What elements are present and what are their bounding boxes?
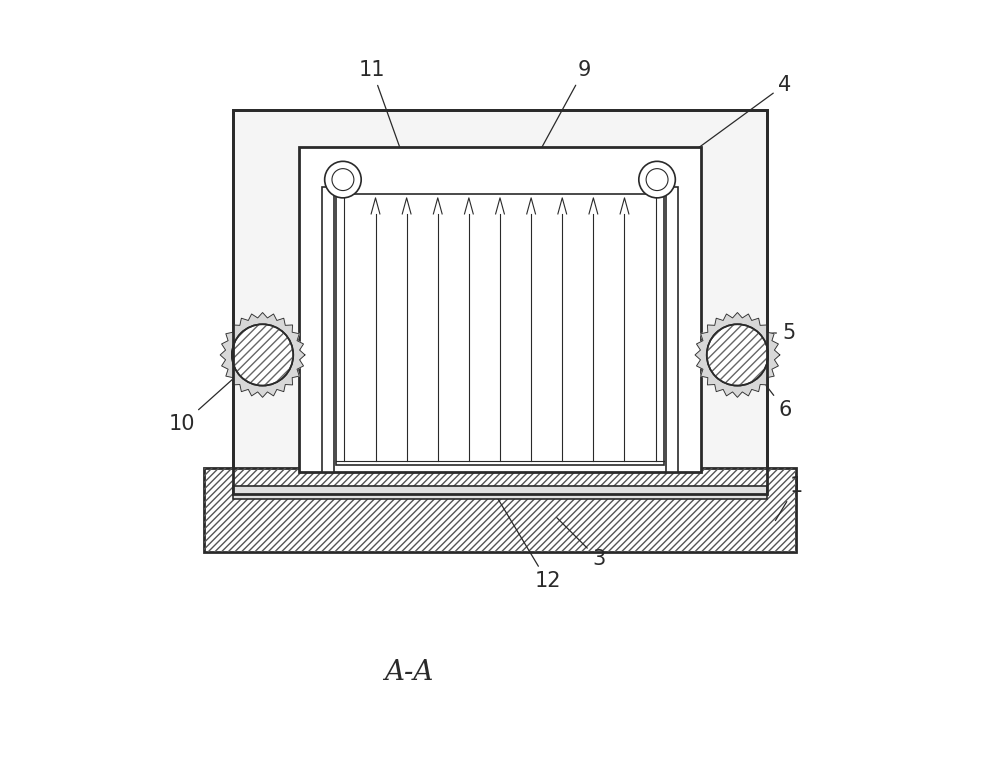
Text: 6: 6 (761, 379, 792, 420)
Text: A-A: A-A (384, 659, 433, 686)
Text: 3: 3 (557, 517, 605, 569)
Circle shape (639, 161, 675, 198)
Text: 12: 12 (494, 492, 561, 591)
Bar (336, 194, 664, 464)
Polygon shape (695, 313, 780, 397)
Text: 1: 1 (775, 476, 803, 521)
Text: 4: 4 (692, 75, 792, 152)
Text: 5: 5 (755, 323, 795, 343)
Bar (322, 187, 334, 472)
Bar (299, 147, 701, 472)
Bar (233, 110, 767, 494)
Circle shape (332, 169, 354, 190)
Text: 9: 9 (542, 60, 591, 148)
Bar (666, 187, 678, 472)
Circle shape (232, 324, 293, 386)
Bar (204, 468, 796, 552)
Circle shape (646, 169, 668, 190)
Bar (233, 110, 767, 494)
Circle shape (707, 324, 768, 386)
Text: 11: 11 (359, 60, 408, 170)
Circle shape (325, 161, 361, 198)
Bar (204, 468, 796, 552)
Text: 10: 10 (169, 364, 250, 435)
Polygon shape (220, 313, 305, 397)
Bar (233, 486, 767, 499)
